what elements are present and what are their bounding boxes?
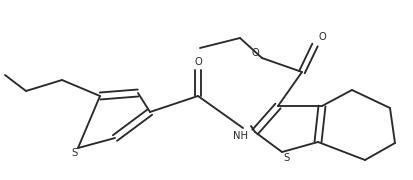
Text: O: O — [251, 48, 259, 58]
Text: O: O — [194, 57, 202, 67]
Text: O: O — [318, 32, 326, 42]
Text: S: S — [71, 148, 77, 158]
Text: NH: NH — [233, 131, 249, 141]
Text: S: S — [283, 153, 289, 163]
